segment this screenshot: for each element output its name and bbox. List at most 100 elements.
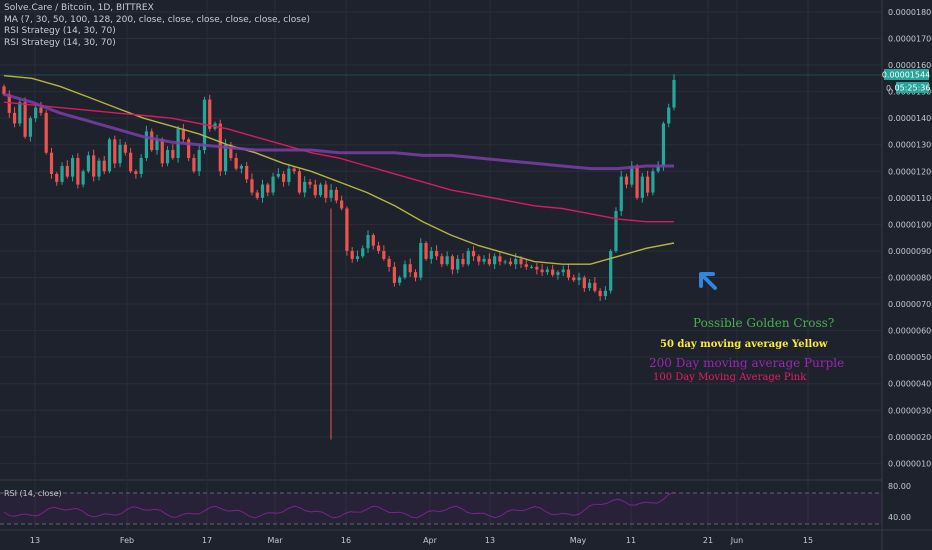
annotation-ma50: 50 day moving average Yellow <box>660 339 828 350</box>
candle-body <box>271 176 275 193</box>
candle <box>603 286 608 300</box>
x-tick-label: Mar <box>267 536 283 545</box>
candle-body <box>355 256 360 259</box>
x-tick-label: 17 <box>202 536 212 545</box>
candle-body <box>376 245 381 251</box>
candle <box>297 167 302 195</box>
candle-body <box>86 155 91 172</box>
candle <box>28 116 32 142</box>
candle <box>107 137 112 174</box>
candle-body <box>524 264 528 267</box>
candle-body <box>329 189 333 198</box>
x-tick-label: Feb <box>120 536 134 545</box>
candle <box>624 173 629 189</box>
x-tick-label: Jun <box>730 536 744 545</box>
candle-body <box>92 155 96 177</box>
candle-body <box>651 171 655 193</box>
candle <box>535 263 539 275</box>
y-tick-label: 0.00001000 <box>888 220 932 229</box>
candle <box>419 238 423 281</box>
candle-body <box>577 277 581 281</box>
candle-body <box>508 261 513 265</box>
candle <box>271 172 275 196</box>
legend-ma[interactable]: MA (7, 30, 50, 100, 128, 200, close, clo… <box>4 14 310 25</box>
candle <box>413 269 418 282</box>
candle <box>223 138 228 176</box>
candle <box>245 162 249 184</box>
candle <box>102 155 106 175</box>
candle-body <box>419 242 423 278</box>
candle <box>76 153 80 189</box>
candle-body <box>187 139 191 159</box>
candle-body <box>366 235 370 249</box>
candle-body <box>250 179 254 193</box>
rsi-level-40: 40.00 <box>888 513 911 522</box>
y-tick-label: 0.00000200 <box>888 433 932 442</box>
candle <box>287 163 291 186</box>
time-axis[interactable]: 13 Feb 17 Mar 16 Apr 13 May 11 21 Jun 15 <box>30 536 813 545</box>
candle-body <box>350 250 354 259</box>
rsi-level-80: 80.00 <box>888 482 911 491</box>
candle-body <box>192 158 196 172</box>
candle <box>556 270 560 280</box>
annotation-ma200: 200 Day moving average Purple <box>649 356 845 370</box>
candle-body <box>44 112 48 153</box>
candle-body <box>118 144 122 164</box>
candle <box>398 275 402 286</box>
candle-body <box>587 282 592 289</box>
x-tick-label: Apr <box>423 536 438 545</box>
candle-body <box>287 168 291 182</box>
candle-body <box>667 107 671 124</box>
rsi-label: RSI (14, close) <box>4 489 62 498</box>
candle-body <box>566 269 571 278</box>
price-axis[interactable]: 0.000018000.000017000.000016000.00001500… <box>888 8 932 468</box>
candle <box>582 275 586 292</box>
chart-legend: Solve.Care / Bitcoin, 1D, BITTREX MA (7,… <box>4 3 310 49</box>
candle-body <box>234 158 238 169</box>
candle-body <box>535 266 539 270</box>
legend-rsi-strategy-1[interactable]: RSI Strategy (14, 30, 70) <box>4 26 116 36</box>
candle <box>34 103 38 122</box>
candle-body <box>503 261 507 263</box>
candle-body <box>624 176 629 185</box>
candle-body <box>477 256 481 262</box>
candle <box>44 109 48 155</box>
candle <box>266 182 270 197</box>
candle <box>424 241 428 261</box>
candle <box>55 172 59 186</box>
candle <box>498 251 502 266</box>
candle <box>60 162 64 185</box>
candle <box>640 172 644 203</box>
candle-body <box>208 99 212 129</box>
candle <box>487 253 491 267</box>
candle-body <box>640 176 644 198</box>
candle <box>672 74 676 111</box>
legend-symbol[interactable]: Solve.Care / Bitcoin, 1D, BITTREX <box>4 3 154 13</box>
candle-body <box>155 139 159 151</box>
candle-body <box>282 173 286 182</box>
price-tag-box <box>884 69 929 80</box>
candle <box>598 287 602 301</box>
candle-body <box>229 144 233 159</box>
legend-rsi-strategy-2[interactable]: RSI Strategy (14, 30, 70) <box>4 37 116 48</box>
y-tick-label: 0.00000900 <box>888 247 932 256</box>
candle-body <box>545 269 549 273</box>
y-tick-label: 0.00001800 <box>888 8 932 17</box>
candle-body <box>392 266 396 283</box>
candle <box>329 184 333 202</box>
candle-body <box>165 150 170 164</box>
candle <box>366 230 370 254</box>
candle <box>292 166 296 175</box>
candle <box>350 247 354 263</box>
candle-body <box>113 139 117 164</box>
candle-body <box>630 165 634 185</box>
rsi-level-80-box <box>884 481 930 492</box>
candle <box>450 254 455 275</box>
candle <box>503 259 507 265</box>
y-tick-label: 0.00000100 <box>888 459 932 468</box>
candle <box>260 179 265 203</box>
candle-body <box>614 211 618 251</box>
candle <box>282 171 286 187</box>
candle-body <box>434 250 439 257</box>
